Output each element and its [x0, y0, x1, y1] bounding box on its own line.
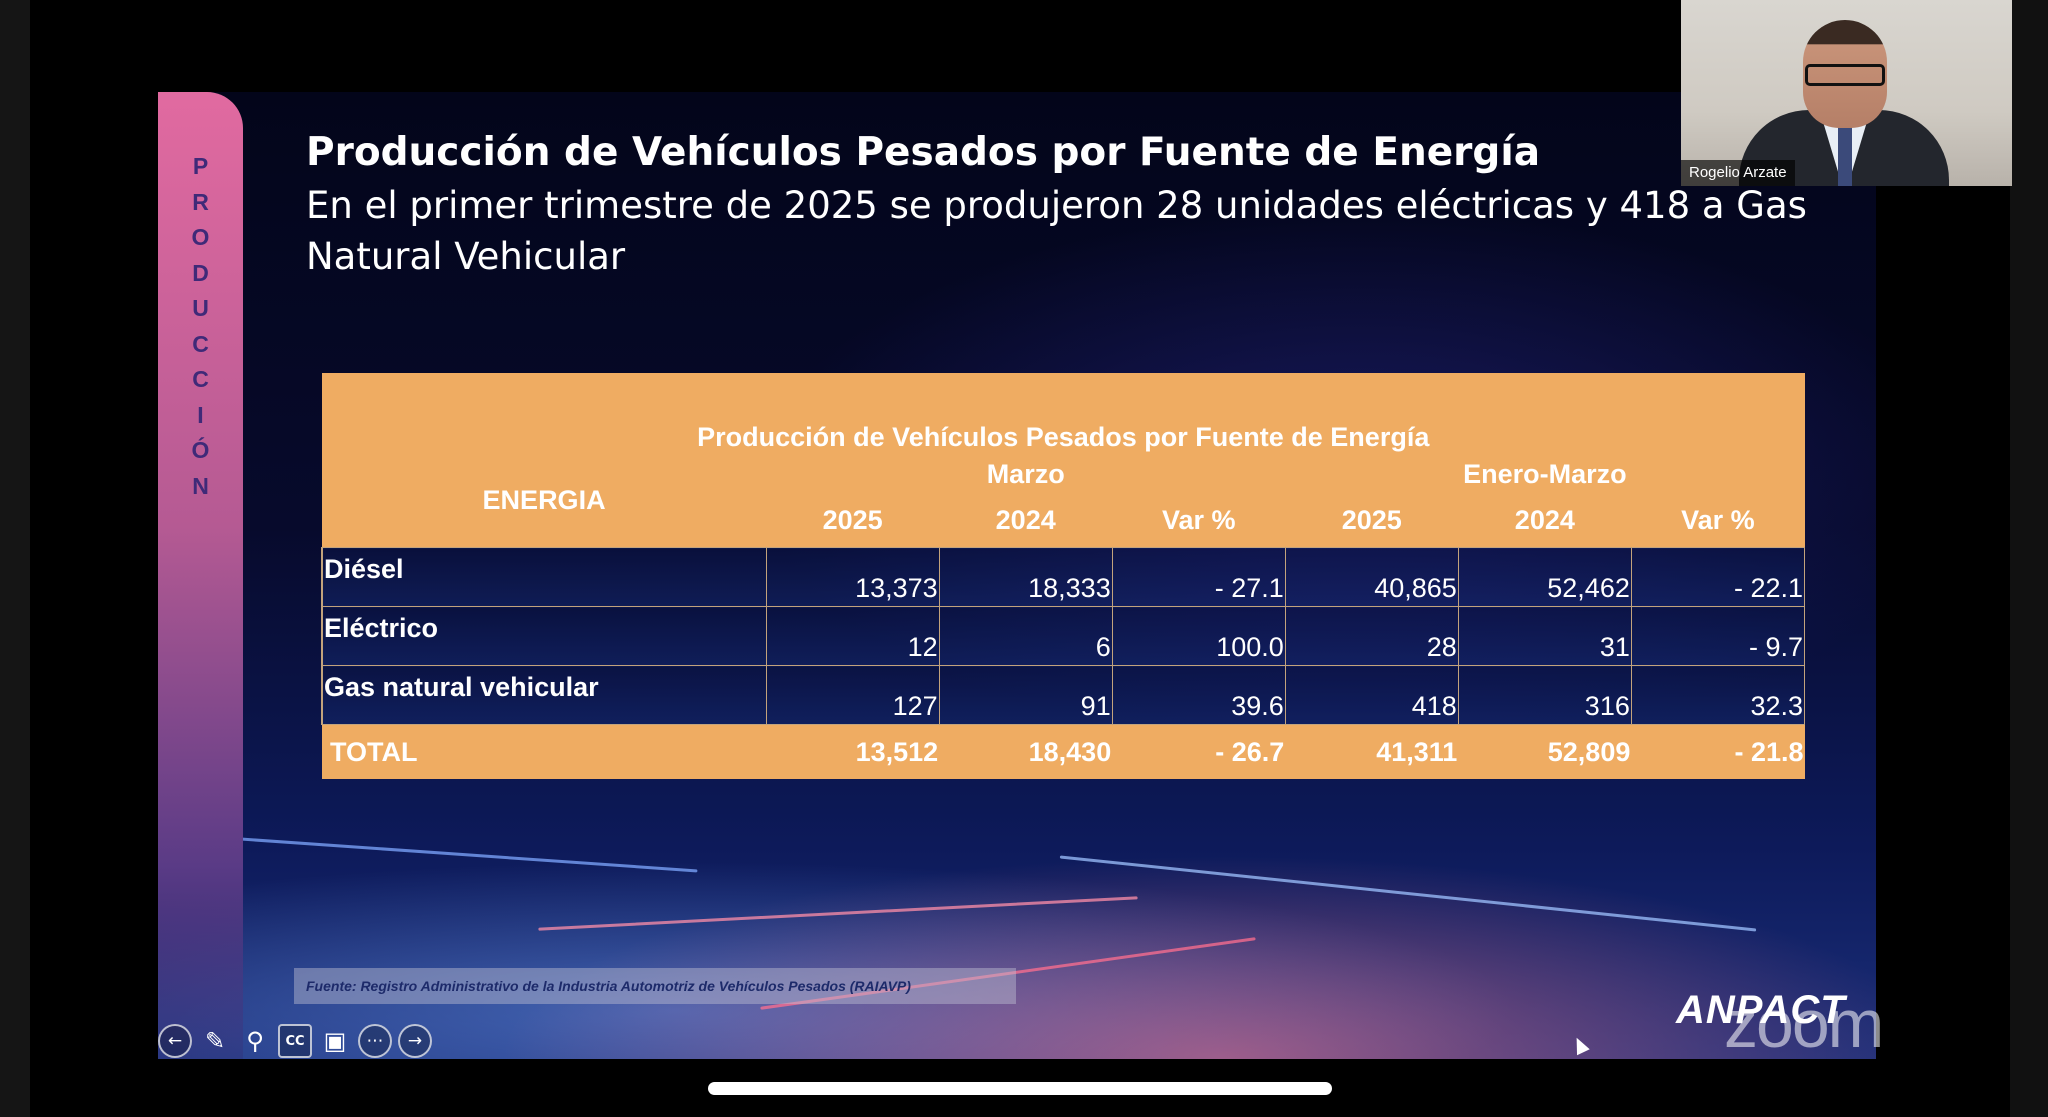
column-header: Var %	[1631, 494, 1805, 548]
table-cell: - 22.1	[1630, 547, 1806, 607]
table-cell: 28	[1284, 606, 1459, 666]
column-header: 2024	[939, 494, 1113, 548]
left-frame	[0, 0, 30, 1117]
total-cell: - 21.8	[1631, 724, 1805, 779]
total-cell: 13,512	[766, 724, 940, 779]
table-cell: 100.0	[1111, 606, 1286, 666]
table-row: Diésel 13,373 18,333 - 27.1 40,865 52,46…	[320, 547, 1806, 607]
table-cell: 18,333	[938, 547, 1113, 607]
slide-subtitle: En el primer trimestre de 2025 se produj…	[306, 184, 1807, 278]
anpact-logo: ANPACT	[1676, 988, 1846, 1032]
energy-production-table: Producción de Vehículos Pesados por Fuen…	[320, 373, 1806, 779]
presentation-slide: P R O D U C C I Ó N Producción de Vehícu…	[158, 92, 1876, 1059]
table-title: Producción de Vehículos Pesados por Fuen…	[322, 373, 1805, 454]
column-header: 2025	[766, 494, 940, 548]
table-cell: - 9.7	[1630, 606, 1806, 666]
total-cell: - 26.7	[1112, 724, 1286, 779]
group-enero-marzo: Enero-Marzo	[1285, 454, 1805, 494]
participant-tie	[1838, 122, 1852, 186]
more-icon[interactable]: ⋯	[358, 1024, 392, 1058]
table-cell: 127	[765, 665, 940, 725]
row-label: Diésel	[320, 547, 767, 607]
table-cell: 6	[938, 606, 1113, 666]
group-marzo: Marzo	[766, 454, 1286, 494]
pen-icon[interactable]: ✎	[204, 1027, 226, 1055]
table-cell: 12	[765, 606, 940, 666]
table-cell: 418	[1284, 665, 1459, 725]
total-label: TOTAL	[322, 724, 767, 779]
captions-icon[interactable]: CC	[278, 1024, 312, 1058]
presentation-toolbar: ← ✎ ⚲ CC ▣ ⋯ →	[158, 1023, 432, 1059]
column-header: Var %	[1112, 494, 1286, 548]
column-header: 2024	[1458, 494, 1632, 548]
section-side-band: P R O D U C C I Ó N	[158, 92, 243, 1059]
table-cell: 32.3	[1630, 665, 1806, 725]
total-cell: 52,809	[1458, 724, 1632, 779]
total-cell: 41,311	[1285, 724, 1459, 779]
participant-name: Rogelio Arzate	[1681, 160, 1795, 186]
camera-icon[interactable]: ▣	[323, 1027, 347, 1055]
table-cell: 40,865	[1284, 547, 1459, 607]
section-label: P R O D U C C I Ó N	[191, 153, 210, 499]
source-note: Fuente: Registro Administrativo de la In…	[294, 968, 1016, 1004]
right-frame	[2010, 0, 2048, 1117]
row-label: Gas natural vehicular	[320, 665, 767, 725]
forward-arrow-icon[interactable]: →	[398, 1024, 432, 1058]
total-row: TOTAL 13,512 18,430 - 26.7 41,311 52,809…	[322, 724, 1805, 779]
total-cell: 18,430	[939, 724, 1113, 779]
table-cell: 13,373	[765, 547, 940, 607]
table-cell: 39.6	[1111, 665, 1286, 725]
table-cell: 91	[938, 665, 1113, 725]
zoom-icon[interactable]: ⚲	[246, 1027, 264, 1055]
table-cell: 31	[1457, 606, 1632, 666]
table-row: Eléctrico 12 6 100.0 28 31 - 9.7	[320, 606, 1806, 666]
table-cell: 316	[1457, 665, 1632, 725]
table-row: Gas natural vehicular 127 91 39.6 418 31…	[320, 665, 1806, 725]
zoom-watermark: zoom	[1724, 986, 1884, 1062]
column-header: 2025	[1285, 494, 1459, 548]
slide-title: Producción de Vehículos Pesados por Fuen…	[306, 130, 1541, 175]
home-indicator[interactable]	[708, 1082, 1332, 1095]
energia-header: ENERGIA	[322, 454, 767, 548]
participant-video[interactable]: Rogelio Arzate	[1681, 0, 2012, 186]
table-cell: - 27.1	[1111, 547, 1286, 607]
row-label: Eléctrico	[320, 606, 767, 666]
participant-head	[1803, 20, 1887, 128]
back-arrow-icon[interactable]: ←	[158, 1024, 192, 1058]
table-cell: 52,462	[1457, 547, 1632, 607]
participant-glasses	[1805, 64, 1885, 86]
